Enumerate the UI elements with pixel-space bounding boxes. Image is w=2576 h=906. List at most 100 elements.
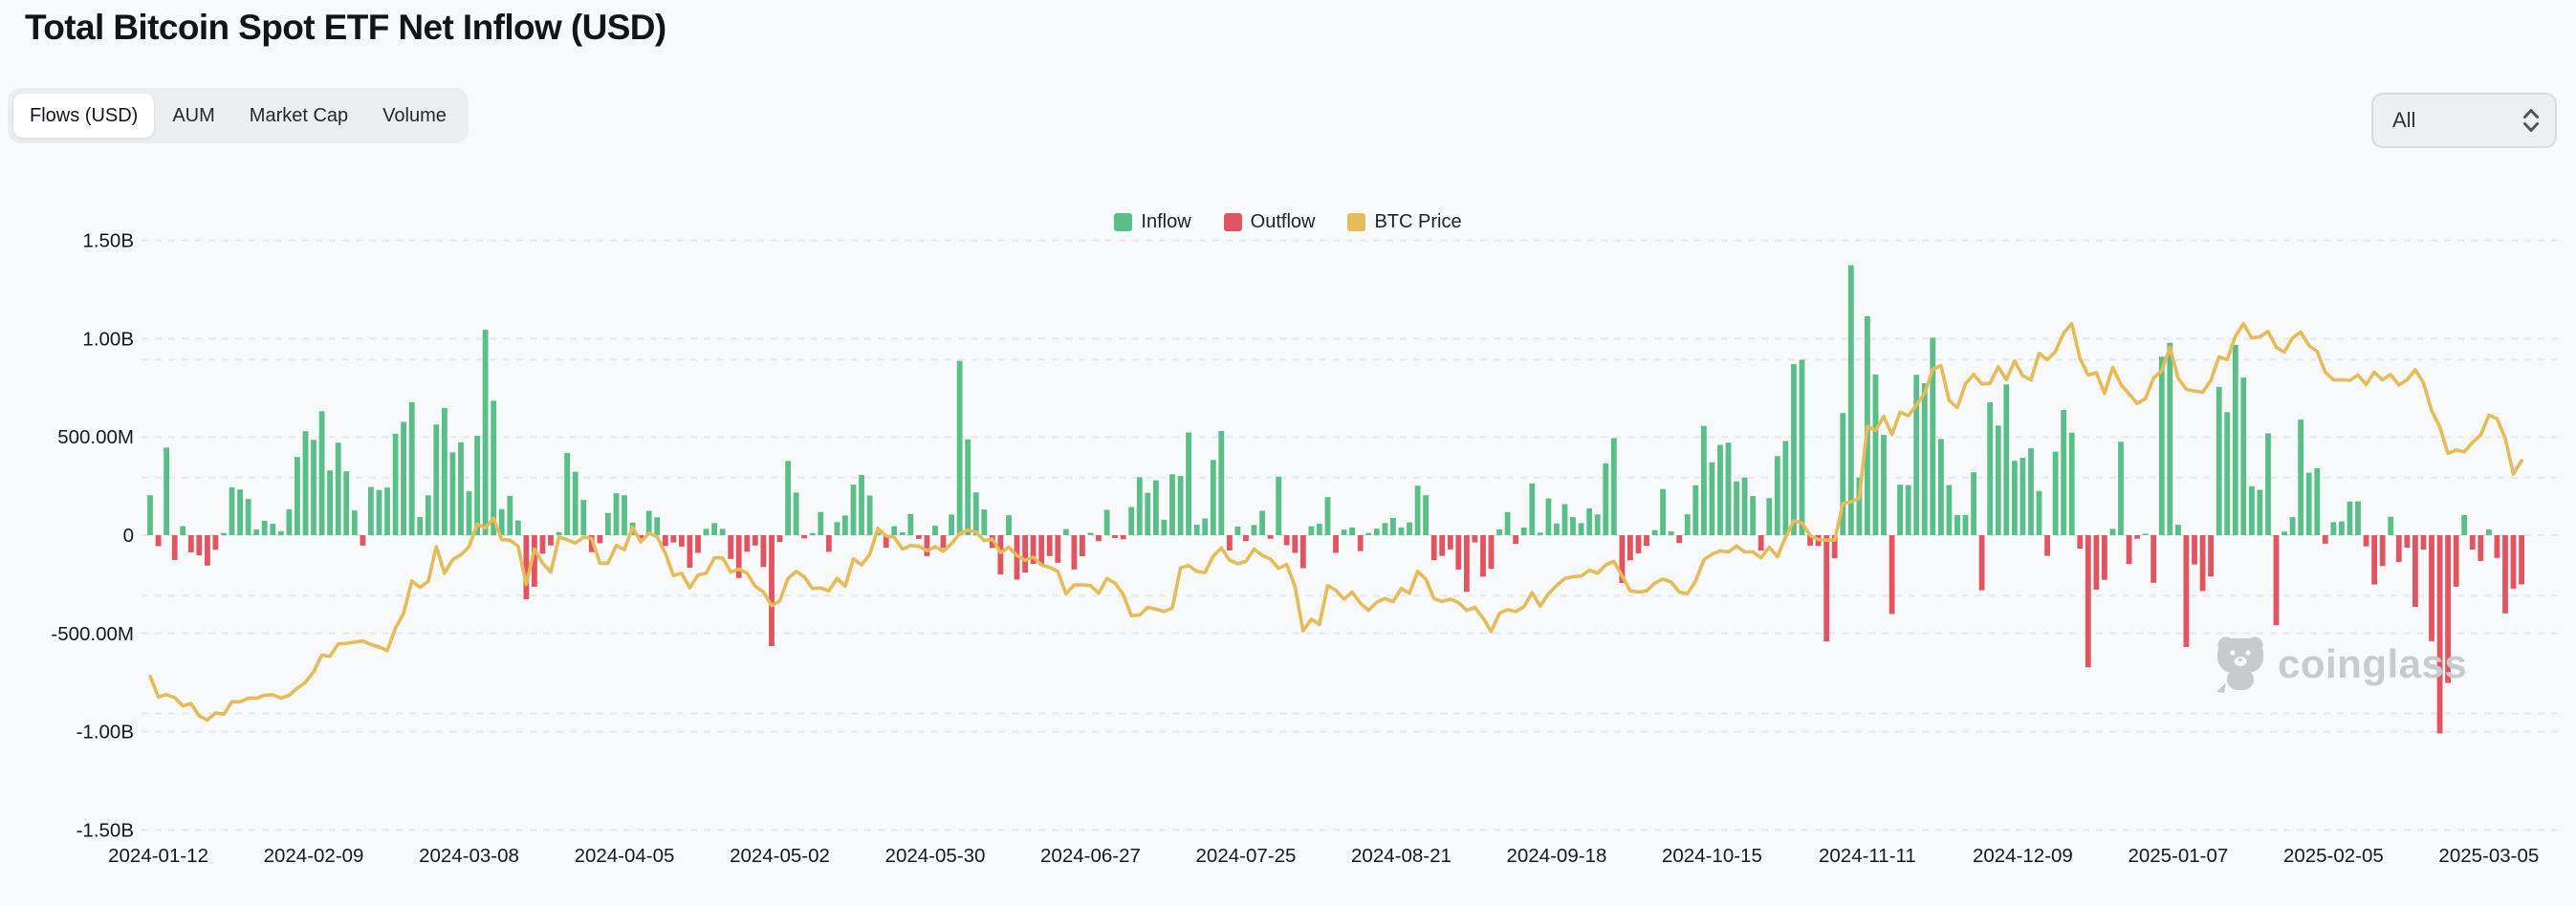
flow-bar: [662, 535, 668, 547]
flow-bar: [2118, 442, 2124, 535]
flow-bar: [1807, 535, 1813, 546]
flow-bar: [1594, 514, 1601, 535]
flow-bar: [335, 442, 341, 535]
flow-bar: [1954, 514, 1960, 535]
flow-bar: [711, 523, 717, 535]
flow-bar: [1006, 515, 1012, 535]
flow-bar: [1676, 535, 1683, 544]
flow-bar: [1464, 535, 1470, 593]
svg-text:0: 0: [123, 525, 134, 547]
flow-bar: [1561, 504, 1568, 535]
flow-bar: [2216, 386, 2222, 535]
flow-bar: [2371, 535, 2377, 585]
flow-bar: [2012, 461, 2018, 535]
legend-item-outflow[interactable]: Outflow: [1223, 211, 1315, 233]
flow-bar: [1872, 374, 1879, 535]
flow-bar: [2265, 433, 2271, 535]
svg-text:2024-03-08: 2024-03-08: [419, 845, 519, 867]
legend-swatch: [1223, 213, 1242, 231]
flow-bar: [2150, 535, 2157, 583]
flow-bar: [1847, 265, 1854, 535]
flow-bar: [679, 535, 685, 547]
flow-bar: [327, 470, 333, 535]
tab-aum[interactable]: AUM: [156, 94, 230, 138]
flow-bar: [392, 433, 399, 535]
flow-bar: [1619, 535, 1626, 583]
flow-bar: [891, 526, 898, 535]
flow-bar: [2240, 377, 2247, 535]
legend-item-btc-price[interactable]: BTC Price: [1347, 211, 1462, 233]
flow-bar: [466, 491, 472, 535]
svg-text:1.00B: 1.00B: [82, 328, 134, 350]
flow-bar: [834, 522, 840, 535]
flow-bar: [539, 535, 546, 554]
flow-bar: [1193, 525, 1200, 535]
flow-bar: [2420, 535, 2427, 550]
flow-bar: [735, 535, 742, 578]
tab-flows-usd[interactable]: Flows (USD): [13, 94, 155, 138]
flow-bar: [1946, 485, 1953, 535]
flow-bar: [2257, 489, 2263, 535]
flow-bar: [1267, 535, 1274, 539]
flow-bar: [237, 489, 243, 535]
flow-bar: [2289, 517, 2296, 535]
coinglass-bear-icon: [2216, 636, 2263, 693]
flow-bar: [1080, 535, 1085, 556]
flow-bar: [2199, 535, 2206, 592]
flow-bar: [1651, 529, 1658, 535]
flow-bar: [1218, 431, 1225, 535]
flow-bar: [295, 457, 300, 535]
flow-bar: [1930, 337, 1936, 535]
flow-bar: [2453, 535, 2459, 587]
flow-bar: [1660, 488, 1666, 535]
flow-bar: [2519, 535, 2524, 585]
flow-bar: [1529, 483, 1536, 535]
flow-bar: [2388, 516, 2394, 535]
flow-bar: [417, 517, 424, 535]
flow-bar: [1292, 535, 1299, 553]
flow-bar: [147, 495, 153, 535]
flow-bar: [2077, 535, 2084, 549]
flow-bar: [2395, 535, 2402, 562]
flow-bar: [1757, 535, 1764, 551]
flow-bar: [1276, 476, 1282, 535]
flow-bar: [1684, 514, 1691, 535]
flow-bar: [1243, 535, 1249, 542]
flow-bar: [949, 514, 954, 535]
legend-item-inflow[interactable]: Inflow: [1114, 211, 1191, 233]
flow-bar: [1888, 535, 1895, 615]
flow-bar: [1103, 509, 1110, 535]
flow-bar: [1799, 359, 1805, 535]
flow-bar: [408, 401, 415, 535]
flow-bar: [940, 535, 947, 549]
flow-bar: [368, 486, 374, 535]
flow-bar: [1382, 523, 1388, 535]
flow-bar: [769, 535, 775, 646]
flow-bar: [1734, 481, 1739, 535]
flow-bar: [180, 526, 186, 535]
time-range-value: All: [2392, 108, 2416, 132]
flow-bar: [1987, 402, 1994, 535]
flow-bar: [2445, 535, 2451, 683]
flow-bar: [580, 500, 587, 535]
flow-bar: [548, 535, 554, 546]
tab-market-cap[interactable]: Market Cap: [233, 94, 364, 138]
flow-bar: [311, 440, 317, 535]
flow-bar: [2486, 529, 2492, 535]
flow-bar: [2469, 535, 2476, 550]
flow-bar: [1439, 535, 1446, 556]
flow-bar: [2322, 535, 2328, 544]
flow-bar: [1324, 497, 1331, 535]
flow-bar: [1365, 532, 1372, 535]
flow-bar: [1905, 485, 1911, 535]
flow-bar: [2429, 535, 2434, 641]
flow-bar: [1145, 492, 1151, 535]
flow-bar: [1472, 535, 1478, 543]
time-range-select[interactable]: All: [2371, 93, 2557, 148]
flow-bar: [1128, 507, 1135, 535]
tab-volume[interactable]: Volume: [366, 94, 463, 138]
flow-bar: [1030, 535, 1037, 564]
flow-bar: [2224, 412, 2231, 535]
flow-bar: [1373, 528, 1380, 535]
